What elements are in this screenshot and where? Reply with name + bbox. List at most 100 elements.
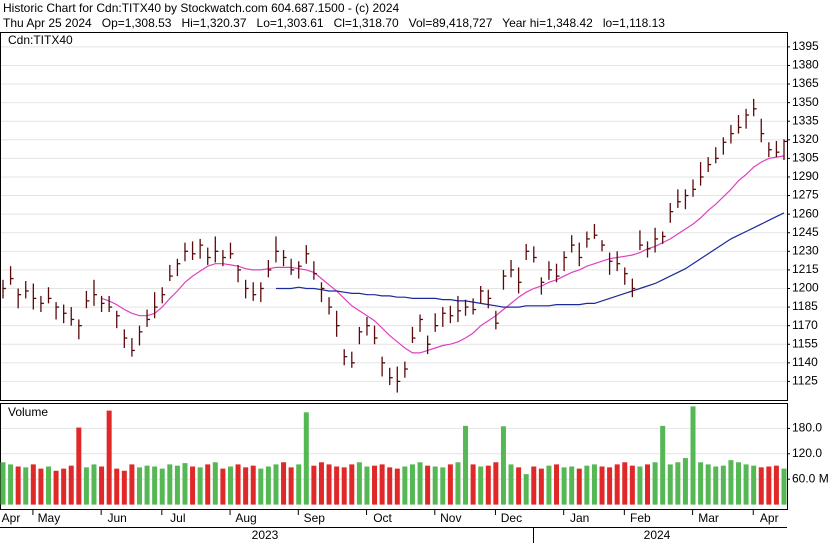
volume-bar (622, 462, 628, 505)
volume-bar (38, 468, 44, 505)
volume-bar (334, 466, 340, 505)
volume-bar (356, 462, 362, 505)
volume-bar (402, 466, 408, 505)
volume-bar (409, 464, 415, 505)
volume-bar (227, 466, 233, 505)
y-tick-label: 1170 (792, 318, 818, 332)
volume-bar (432, 466, 438, 505)
volume-bar (129, 464, 135, 505)
volume-bar (23, 467, 29, 505)
volume-bar (174, 465, 180, 505)
volume-bar (394, 468, 400, 505)
y-tick-label: 1395 (792, 39, 819, 53)
volume-bar (652, 462, 658, 505)
volume-bar (296, 464, 302, 505)
volume-bar (311, 465, 317, 505)
volume-bar (713, 466, 719, 505)
volume-bar (45, 466, 51, 505)
volume-bar (599, 466, 605, 505)
y-tick-label: 1140 (792, 355, 818, 369)
volume-bar (243, 467, 249, 505)
volume-bar (447, 464, 453, 505)
volume-bar (523, 474, 529, 505)
volume-bar (190, 466, 196, 505)
y-tick-label: 1290 (792, 169, 819, 183)
volume-bar (569, 466, 575, 505)
volume-bar (637, 466, 643, 505)
volume-bar (500, 426, 506, 505)
year-label: 2023 (252, 528, 279, 542)
volume-bar (8, 464, 14, 505)
y-tick-label: 1350 (792, 95, 819, 109)
volume-bar (584, 465, 590, 505)
volume-bar (455, 462, 461, 505)
y-tick-label: 1215 (792, 262, 819, 276)
y-tick-label: 180.0 (792, 421, 822, 435)
volume-bar (538, 468, 544, 505)
y-tick-label: 1320 (792, 132, 819, 146)
volume-bar (485, 465, 491, 505)
volume-bar (554, 464, 560, 505)
y-tick-label: 1200 (792, 281, 819, 295)
chart-subtitle: Thu Apr 25 2024 Op=1,308.53 Hi=1,320.37 … (3, 16, 665, 30)
volume-bar (546, 465, 552, 505)
volume-bar (425, 465, 431, 505)
volume-bar (591, 464, 597, 505)
volume-bar (288, 467, 294, 505)
volume-bar (743, 464, 749, 505)
volume-bar (121, 470, 127, 505)
x-tick-label: Jun (107, 511, 126, 525)
volume-bar (781, 468, 787, 505)
volume-bar (182, 463, 188, 505)
x-tick-label: Feb (630, 511, 651, 525)
y-tick-label: 1260 (792, 206, 819, 220)
y-tick-label: 1305 (792, 151, 819, 165)
x-tick-label: Apr (2, 511, 21, 525)
volume-bar (152, 466, 158, 505)
volume-bar (645, 464, 651, 505)
volume-bar (629, 465, 635, 505)
volume-bar (682, 458, 688, 505)
volume-bar (197, 467, 203, 505)
volume-bar (61, 468, 67, 505)
y-tick-label: 1275 (792, 188, 819, 202)
y-tick-label: 1380 (792, 58, 819, 72)
volume-bar (440, 467, 446, 505)
y-tick-label: 1125 (792, 374, 818, 388)
volume-bar (758, 467, 764, 505)
volume-bar (205, 464, 211, 505)
volume-bar (751, 465, 757, 505)
y-tick-label: 120.0 (792, 446, 822, 460)
volume-bar (212, 462, 218, 505)
volume-bar (698, 462, 704, 505)
price-panel (0, 32, 788, 401)
volume-bar (766, 466, 772, 505)
volume-bar (561, 467, 567, 505)
volume-bar (106, 410, 112, 505)
volume-bar (83, 467, 89, 505)
x-tick-label: Aug (235, 511, 256, 525)
volume-bar (53, 470, 59, 505)
symbol-label: Cdn:TITX40 (8, 33, 73, 47)
year-label: 2024 (644, 528, 671, 542)
volume-bar (250, 465, 256, 505)
volume-bar (773, 465, 779, 505)
chart-title: Historic Chart for Cdn:TITX40 by Stockwa… (3, 1, 400, 15)
volume-bar (660, 425, 666, 505)
y-tick-label: 1245 (792, 225, 819, 239)
volume-bar (167, 464, 173, 505)
volume-bar (720, 465, 726, 505)
volume-bar (705, 464, 711, 505)
volume-bar (136, 467, 142, 505)
volume-bar (372, 465, 378, 505)
y-tick-label: 1230 (792, 243, 819, 257)
y-tick-label: 1185 (792, 299, 818, 313)
volume-bar (508, 464, 514, 505)
y-tick-label: 1365 (792, 76, 819, 90)
volume-bar (0, 462, 6, 505)
volume-bar (675, 462, 681, 505)
x-tick-label: Sep (304, 511, 326, 525)
volume-bar (516, 467, 522, 505)
